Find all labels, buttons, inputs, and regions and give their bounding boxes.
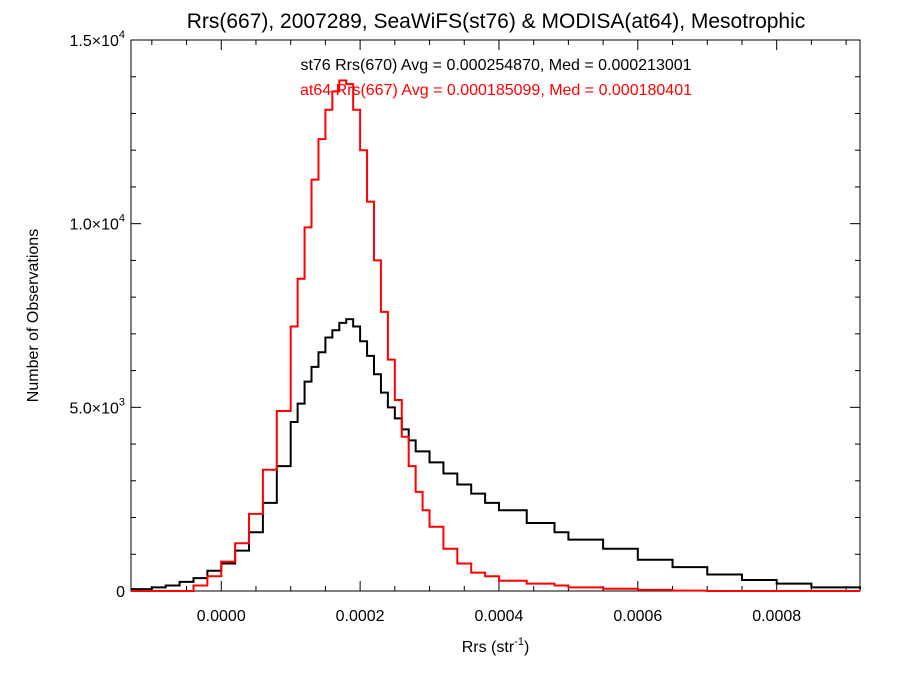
- x-tick-label: 0.0000: [197, 608, 246, 625]
- series-group: [131, 80, 860, 591]
- y-tick-label: 1.5×104: [69, 29, 125, 50]
- series-st76-line: [131, 319, 860, 589]
- chart-title: Rrs(667), 2007289, SeaWiFS(st76) & MODIS…: [187, 10, 806, 33]
- annotations: st76 Rrs(670) Avg = 0.000254870, Med = 0…: [300, 57, 692, 99]
- x-tick-label: 0.0006: [613, 608, 662, 625]
- tick-labels: 0.0000 0.0002 0.0004 0.0006 0.0008 0 5.0×103 1.…: [69, 29, 801, 625]
- axis-ticks: [131, 39, 860, 592]
- y-axis-label: Number of Observations: [25, 229, 42, 402]
- y-tick-label: 0: [116, 584, 125, 601]
- x-tick-label: 0.0008: [752, 608, 801, 625]
- y-tick-label: 5.0×103: [69, 396, 125, 417]
- annotation-2: at64 Rrs(667) Avg = 0.000185099, Med = 0…: [300, 82, 692, 99]
- plot-frame: [130, 39, 861, 592]
- annotation-1: st76 Rrs(670) Avg = 0.000254870, Med = 0…: [300, 57, 691, 74]
- x-tick-label: 0.0004: [475, 608, 524, 625]
- y-tick-label: 1.0×104: [69, 213, 125, 234]
- x-tick-label: 0.0002: [336, 608, 385, 625]
- x-axis-label: Rrs (str-1): [462, 636, 530, 656]
- series-at64-line: [131, 80, 860, 591]
